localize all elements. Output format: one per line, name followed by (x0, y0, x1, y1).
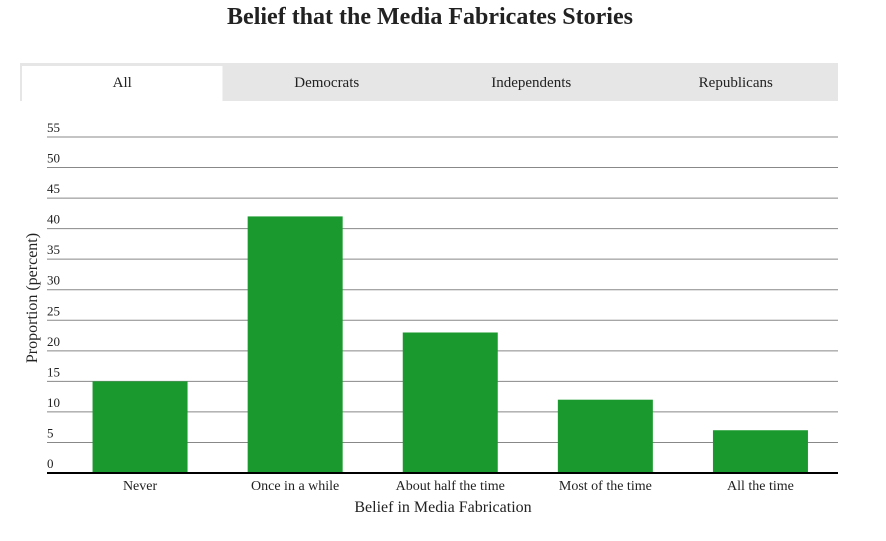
x-tick-label: Once in a while (251, 479, 339, 494)
x-axis-label: Belief in Media Fabrication (354, 499, 531, 516)
y-tick-label: 30 (47, 273, 60, 288)
bar (247, 216, 343, 473)
bar (402, 332, 498, 473)
tab-label[interactable]: Independents (491, 75, 571, 91)
x-tick-label: About half the time (396, 479, 505, 494)
bar (557, 399, 653, 473)
x-tick-label: Most of the time (559, 479, 652, 494)
y-tick-label: 25 (47, 303, 60, 318)
y-tick-label: 15 (47, 364, 60, 379)
y-tick-label: 55 (47, 120, 60, 135)
y-tick-label: 20 (47, 334, 60, 349)
x-tick-label: Never (123, 479, 158, 494)
y-tick-label: 40 (47, 212, 60, 227)
y-tick-label: 50 (47, 151, 60, 166)
active-tab (22, 66, 223, 101)
tab-label[interactable]: Republicans (699, 75, 773, 91)
tabs: All Democrats Independents Republicans (22, 66, 773, 101)
tab-label[interactable]: Democrats (294, 75, 359, 91)
y-tick-label: 0 (47, 456, 54, 471)
y-tick-label: 45 (47, 181, 60, 196)
y-tick-label: 35 (47, 242, 60, 257)
y-axis-label: Proportion (percent) (24, 233, 41, 363)
bar (92, 381, 188, 473)
x-tick-label: All the time (727, 479, 794, 494)
y-tick-label: 10 (47, 395, 60, 410)
bar (712, 430, 808, 473)
chart-title: Belief that the Media Fabricates Stories (227, 4, 633, 30)
tab-label[interactable]: All (113, 75, 132, 91)
y-tick-label: 5 (47, 425, 54, 440)
